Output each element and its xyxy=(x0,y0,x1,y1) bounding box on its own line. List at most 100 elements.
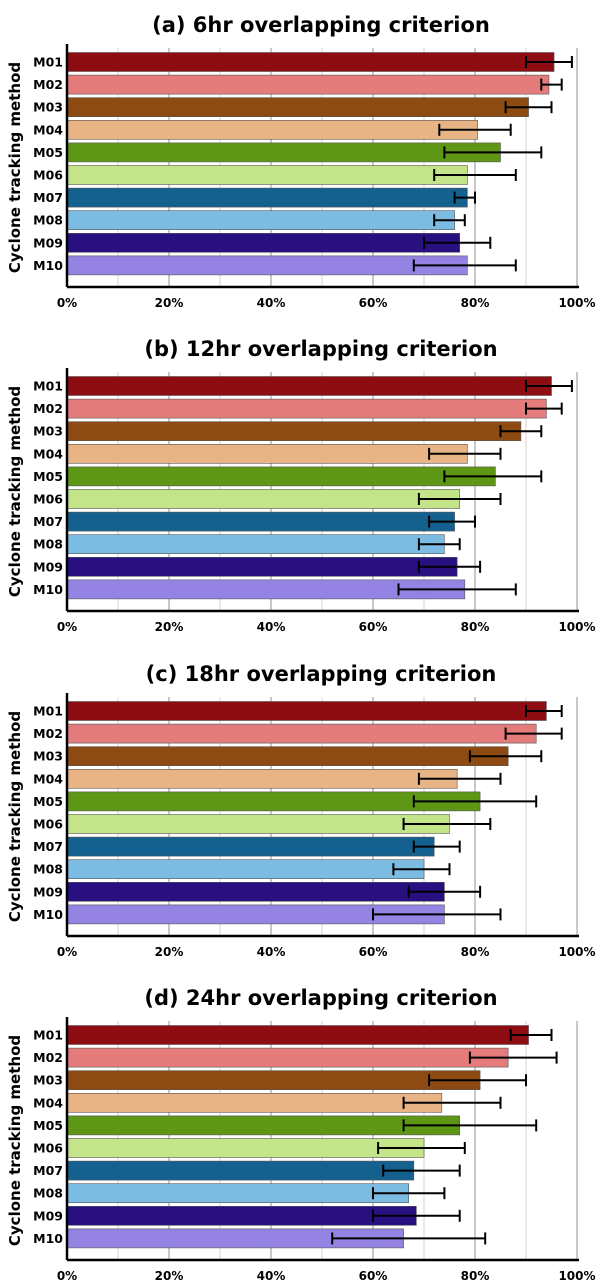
category-label: M01 xyxy=(33,1028,63,1043)
error-bar-m08 xyxy=(372,1187,446,1200)
bar-m10 xyxy=(66,255,468,276)
category-label: M06 xyxy=(33,1141,63,1156)
category-label: M01 xyxy=(33,379,63,394)
error-bar-m06 xyxy=(377,1142,466,1154)
error-bar-m01 xyxy=(525,705,563,717)
x-tick-label: 80% xyxy=(461,620,490,634)
category-label: M09 xyxy=(33,559,63,574)
bar-m02 xyxy=(66,1047,509,1068)
bar-m06 xyxy=(66,814,450,834)
bar-m04 xyxy=(66,120,478,140)
x-tick-label: 0% xyxy=(57,620,77,634)
x-tick-label: 100% xyxy=(558,945,595,959)
error-bar-m04 xyxy=(428,447,502,460)
error-bar-m05 xyxy=(402,1119,538,1132)
chart-title: (d) 24hr overlapping criterion xyxy=(144,986,497,1010)
chart-panel-4: (d) 24hr overlapping criterion Cyclone tr… xyxy=(6,986,596,1283)
error-bar-m02 xyxy=(504,727,563,740)
category-label: M10 xyxy=(33,582,63,597)
error-bar-m03 xyxy=(504,101,553,114)
category-label: M08 xyxy=(33,1186,63,1201)
category-label: M05 xyxy=(33,1118,63,1133)
error-bar-m08 xyxy=(433,214,466,227)
error-bar-m10 xyxy=(397,583,517,596)
category-label: M10 xyxy=(33,907,63,922)
error-bar-m03 xyxy=(468,750,543,763)
category-label: M04 xyxy=(33,122,63,137)
bar-m05 xyxy=(66,1115,461,1136)
category-label: M07 xyxy=(33,190,63,205)
error-bar-m08 xyxy=(392,863,451,876)
x-tick-label: 0% xyxy=(57,1269,77,1283)
x-tick-label: 20% xyxy=(155,296,184,310)
category-label: M07 xyxy=(33,514,63,529)
error-bar-m07 xyxy=(382,1164,461,1177)
category-label: M04 xyxy=(33,446,63,461)
category-label: M03 xyxy=(33,424,63,439)
bar-m05 xyxy=(66,466,496,487)
bar-m01 xyxy=(66,52,555,72)
error-bar-m09 xyxy=(417,560,482,573)
category-label: M01 xyxy=(33,55,63,70)
x-tick-label: 60% xyxy=(359,620,388,634)
chart-title: (a) 6hr overlapping criterion xyxy=(152,13,490,37)
x-tick-label: 20% xyxy=(155,1269,184,1283)
bar-m07 xyxy=(66,187,468,208)
error-bar-m03 xyxy=(499,425,543,438)
category-label: M08 xyxy=(33,862,63,877)
category-label: M09 xyxy=(33,1208,63,1223)
category-label: M04 xyxy=(33,1095,63,1110)
chart-panel-2: (b) 12hr overlapping criterion Cyclone tr… xyxy=(6,337,596,634)
bar-m01 xyxy=(66,1025,529,1045)
category-label: M05 xyxy=(33,469,63,484)
category-label: M05 xyxy=(33,794,63,809)
category-label: M02 xyxy=(33,726,63,741)
bar-m04 xyxy=(66,1093,443,1113)
error-bar-m05 xyxy=(443,146,543,159)
bar-m04 xyxy=(66,768,458,789)
x-tick-label: 40% xyxy=(257,296,286,310)
bar-m04 xyxy=(66,443,468,464)
bar-m06 xyxy=(66,489,461,509)
error-bar-m09 xyxy=(407,885,482,898)
category-label: M08 xyxy=(33,537,63,552)
bar-m09 xyxy=(66,233,461,253)
x-tick-label: 40% xyxy=(257,945,286,959)
bar-m06 xyxy=(66,1138,425,1158)
bar-m03 xyxy=(66,746,509,767)
error-bar-m02 xyxy=(540,78,563,91)
bar-m02 xyxy=(66,74,550,95)
bar-m03 xyxy=(66,1070,481,1090)
category-label: M07 xyxy=(33,839,63,854)
error-bar-m07 xyxy=(453,191,476,204)
x-tick-label: 60% xyxy=(359,945,388,959)
bar-m01 xyxy=(66,701,547,721)
bar-m08 xyxy=(66,1183,410,1203)
x-tick-label: 100% xyxy=(558,1269,595,1283)
x-tick-label: 100% xyxy=(558,296,595,310)
error-bar-m10 xyxy=(412,259,517,272)
bar-m07 xyxy=(66,1160,415,1181)
x-tick-label: 100% xyxy=(558,620,595,634)
error-bar-m05 xyxy=(412,795,538,808)
x-tick-label: 20% xyxy=(155,945,184,959)
category-label: M06 xyxy=(33,817,63,832)
x-tick-label: 0% xyxy=(57,296,77,310)
error-bar-m07 xyxy=(428,515,476,528)
category-label: M09 xyxy=(33,884,63,899)
x-tick-label: 80% xyxy=(461,1269,490,1283)
error-bar-m04 xyxy=(417,772,502,785)
bar-m05 xyxy=(66,142,501,163)
error-bar-m03 xyxy=(428,1074,527,1087)
chart-panel-1: (a) 6hr overlapping criterion Cyclone tra… xyxy=(6,13,596,310)
bar-m07 xyxy=(66,836,435,857)
bar-m03 xyxy=(66,421,522,442)
category-label: M10 xyxy=(33,258,63,273)
bar-m07 xyxy=(66,511,455,532)
y-axis-label: Cyclone tracking method xyxy=(6,62,24,273)
category-label: M09 xyxy=(33,235,63,250)
error-bar-m08 xyxy=(417,538,461,551)
chart-panel-3: (c) 18hr overlapping criterion Cyclone tr… xyxy=(6,662,596,959)
error-bar-m05 xyxy=(443,470,543,483)
